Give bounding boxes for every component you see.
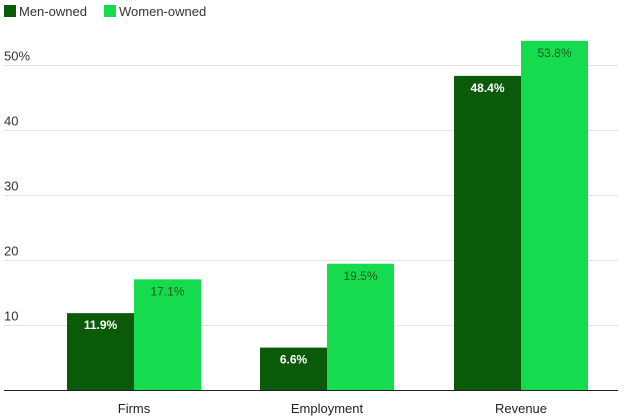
legend: Men-owned Women-owned (4, 4, 206, 19)
legend-swatch-men-owned (4, 5, 16, 17)
category-label-employment: Employment (291, 401, 364, 416)
y-axis-ticks: 10 20 30 40 50% (4, 49, 30, 324)
category-label-firms: Firms (118, 401, 151, 416)
data-label-firms-women-owned: 17.1% (150, 284, 184, 298)
y-tick-label-10: 10 (4, 309, 18, 324)
bar-revenue-men-owned (454, 75, 521, 391)
legend-label-women-owned: Women-owned (119, 4, 206, 19)
data-label-employment-women-owned: 19.5% (343, 269, 377, 283)
bar-firms-women-owned (134, 279, 201, 391)
bar-revenue-women-owned (521, 40, 588, 391)
bars: 11.9% 17.1% 6.6% 19.5% 48.4% 53.8% (67, 40, 588, 391)
bar-employment-men-owned (260, 347, 327, 391)
data-label-revenue-women-owned: 53.8% (537, 46, 571, 60)
y-tick-label-30: 30 (4, 179, 18, 194)
y-tick-label-50: 50% (4, 49, 30, 64)
x-axis-labels: Firms Employment Revenue (118, 401, 547, 416)
bar-employment-women-owned (327, 263, 394, 391)
legend-swatch-women-owned (104, 5, 116, 17)
y-tick-label-20: 20 (4, 244, 18, 259)
y-tick-label-40: 40 (4, 114, 18, 129)
legend-label-men-owned: Men-owned (19, 4, 87, 19)
data-label-firms-men-owned: 11.9% (84, 318, 118, 332)
category-label-revenue: Revenue (495, 401, 547, 416)
data-label-employment-men-owned: 6.6% (280, 353, 308, 367)
data-label-revenue-men-owned: 48.4% (470, 81, 504, 95)
bar-firms-men-owned (67, 313, 134, 391)
